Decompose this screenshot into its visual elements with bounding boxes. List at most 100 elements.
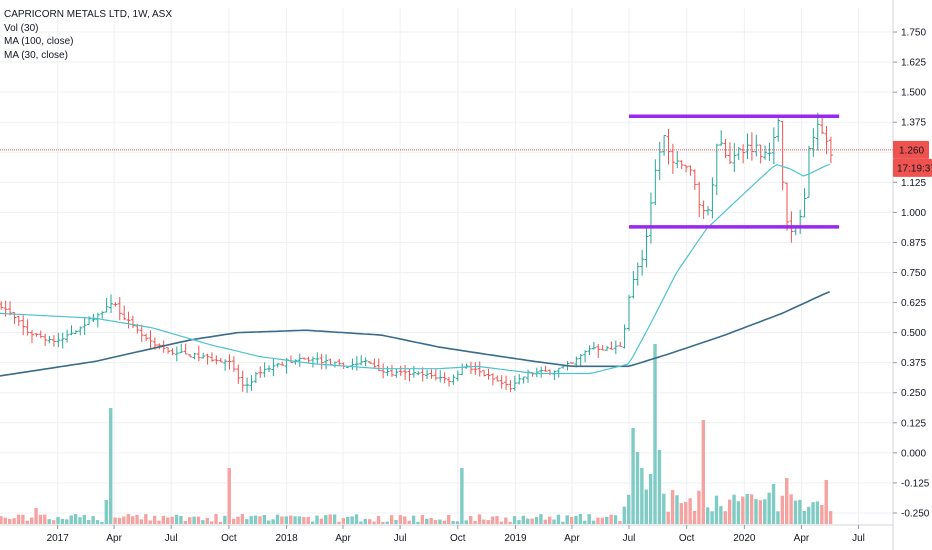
grid-lines	[0, 8, 893, 525]
volume-bar	[824, 480, 828, 524]
price-axis-label: -0.125	[901, 478, 930, 489]
volume-bar	[367, 519, 372, 524]
volume-bar	[354, 514, 359, 524]
volume-bar	[385, 521, 389, 524]
price-badges: 1.260 17:19:37	[893, 140, 932, 177]
volume-bar	[310, 521, 315, 524]
volume-bar	[626, 494, 631, 524]
volume-bar	[100, 521, 104, 524]
price-axis-label: 1.375	[901, 118, 926, 129]
volume-bar	[512, 516, 517, 524]
volume-bar	[394, 519, 398, 524]
volume-bar	[297, 516, 302, 524]
volume-bar	[262, 515, 267, 524]
volume-bar	[745, 494, 749, 524]
volume-bar	[205, 517, 209, 524]
volume-bar	[662, 493, 666, 524]
volume-bar	[82, 514, 87, 524]
volume-bar	[152, 515, 157, 524]
price-axis-label: 0.625	[901, 298, 926, 309]
volume-bar	[526, 518, 530, 524]
volume-bar	[288, 515, 293, 524]
volume-bar	[29, 517, 34, 524]
volume-bar	[214, 514, 218, 524]
price-axis-label: 0.375	[901, 358, 926, 369]
volume-bars	[0, 344, 833, 524]
volume-bar	[328, 514, 332, 524]
price-axis-label: 0.250	[901, 388, 926, 399]
volume-bar	[482, 519, 486, 524]
volume-bar	[706, 507, 710, 524]
legend-symbol-title[interactable]: CAPRICORN METALS LTD, 1W, ASX	[4, 9, 172, 20]
volume-bar	[697, 490, 701, 524]
volume-bar	[179, 515, 183, 524]
volume-bar	[166, 517, 170, 524]
volume-bar	[464, 520, 468, 524]
volume-bar	[245, 519, 249, 524]
volume-bar	[543, 519, 547, 524]
volume-bar	[473, 521, 477, 524]
volume-bar	[438, 519, 442, 524]
volume-bar	[337, 521, 341, 524]
volume-bar	[815, 501, 820, 524]
channel-lines[interactable]	[628, 114, 840, 229]
volume-bar	[218, 521, 223, 524]
volume-bar	[499, 521, 504, 524]
volume-bar	[0, 516, 3, 524]
volume-bar	[802, 511, 806, 524]
volume-bar	[209, 521, 214, 524]
volume-bar	[258, 516, 262, 524]
price-axis[interactable]: 1.7501.6251.5001.3751.2501.1251.0000.875…	[892, 0, 930, 550]
legend-volume[interactable]: Vol (30)	[4, 22, 39, 34]
time-axis[interactable]: 2017 Apr Jul Oct 2018 Apr Jul Oct 2019 Apr Jul Oct 2…	[0, 524, 893, 544]
volume-bar	[416, 521, 420, 524]
volume-bar	[280, 516, 284, 524]
volume-bar	[692, 510, 697, 524]
volume-bar	[556, 514, 561, 524]
volume-bar	[359, 521, 363, 524]
volume-bar	[126, 514, 130, 524]
volume-bar	[723, 511, 727, 524]
legend-ma-long[interactable]: MA (100, close)	[4, 36, 74, 47]
volume-bar	[670, 490, 675, 524]
volume-bar	[547, 516, 552, 524]
volume-bar	[275, 514, 280, 524]
volume-bar	[350, 516, 354, 524]
volume-bar	[372, 521, 376, 524]
volume-bar	[714, 495, 719, 524]
volume-bar	[539, 514, 543, 524]
last-price-badge	[893, 140, 929, 159]
volume-bar	[227, 468, 231, 524]
time-axis-label: Oct	[450, 533, 466, 544]
volume-bar	[640, 468, 644, 524]
time-axis-label: Oct	[679, 533, 695, 544]
volume-bar	[758, 500, 763, 524]
volume-bar	[34, 508, 38, 524]
legend-ma-short[interactable]: MA (30, close)	[4, 49, 68, 61]
volume-bar	[51, 520, 56, 524]
volume-bar	[749, 494, 754, 524]
volume-bar	[675, 495, 679, 524]
price-candles	[0, 112, 833, 393]
volume-bar	[679, 503, 684, 524]
volume-bar	[587, 514, 591, 524]
volume-bar	[231, 518, 236, 524]
volume-bar	[429, 518, 433, 524]
volume-bar	[820, 505, 824, 524]
volume-bar	[91, 516, 95, 524]
volume-bar	[188, 517, 192, 524]
volume-bar	[635, 452, 640, 524]
volume-bar	[271, 519, 275, 524]
volume-bar	[3, 517, 8, 524]
volume-bar	[201, 520, 205, 524]
volume-bar	[403, 516, 407, 524]
price-axis-label: 1.750	[901, 28, 926, 39]
countdown-badge-text: 17:19:37	[897, 163, 932, 174]
chart-legend: CAPRICORN METALS LTD, 1W, ASX Vol (30) M…	[4, 8, 172, 62]
volume-bar	[65, 519, 69, 524]
volume-bar	[73, 514, 78, 524]
volume-bar	[666, 511, 670, 524]
volume-bar	[253, 515, 258, 524]
time-axis-label: Apr	[335, 533, 351, 544]
